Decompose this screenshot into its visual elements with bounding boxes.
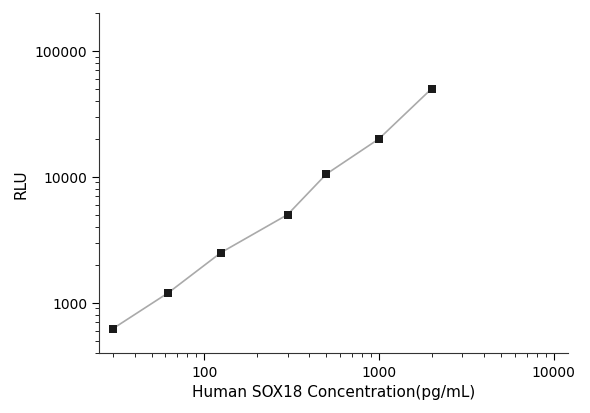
Point: [374, 136, 384, 143]
Point: [427, 86, 437, 93]
X-axis label: Human SOX18 Concentration(pg/mL): Human SOX18 Concentration(pg/mL): [192, 384, 475, 399]
Point: [164, 290, 173, 296]
Point: [322, 171, 331, 178]
Point: [283, 212, 292, 218]
Point: [108, 326, 117, 332]
Point: [217, 249, 226, 256]
Y-axis label: RLU: RLU: [14, 169, 29, 198]
